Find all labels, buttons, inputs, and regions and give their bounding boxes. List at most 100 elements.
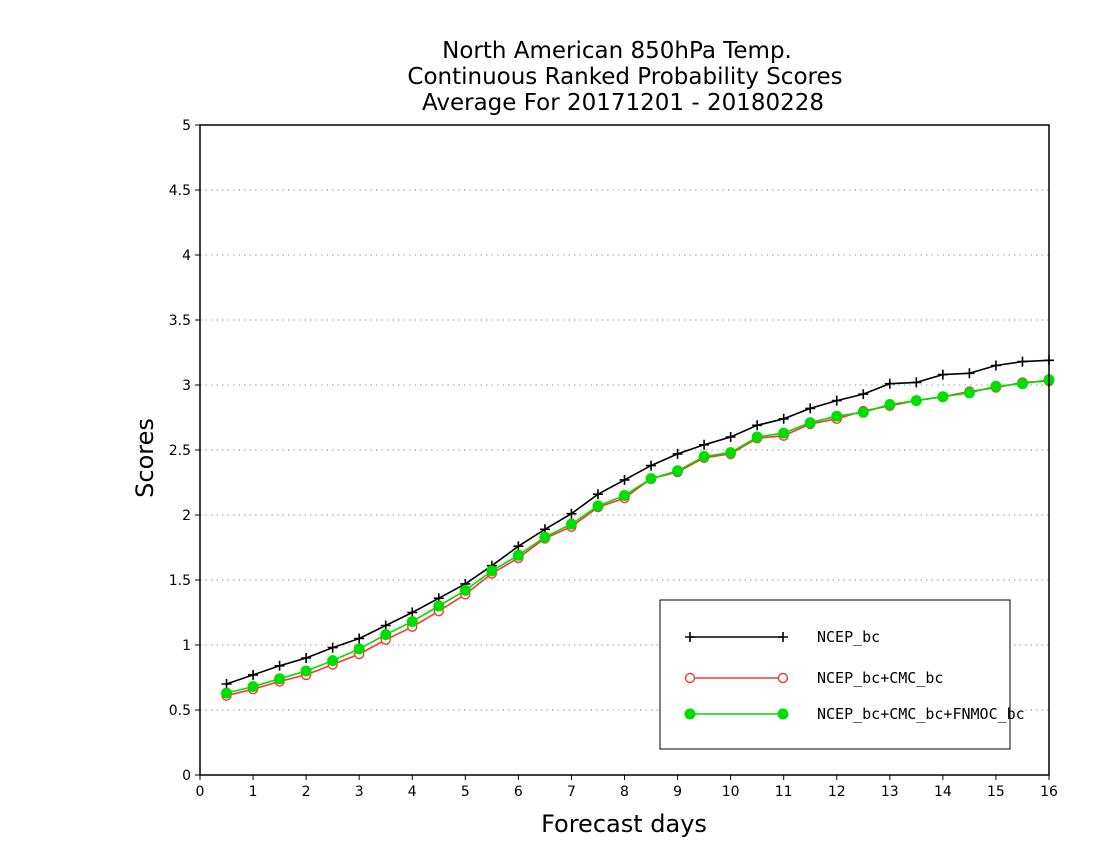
- y-tick-label-10: 5: [182, 118, 191, 134]
- y-tick-label-4: 2: [182, 508, 191, 524]
- series-2-point-26: [910, 395, 922, 407]
- series-0: [221, 355, 1054, 689]
- series-2-point-4: [327, 655, 339, 667]
- legend-marker-end-1: [777, 672, 789, 684]
- y-tick-label-8: 4: [182, 248, 191, 264]
- series-2-point-16: [645, 473, 657, 485]
- legend-label-2: NCEP_bc+CMC_bc+FNMOC_bc: [817, 705, 1025, 723]
- series-0-point-25: [884, 378, 895, 389]
- legend: NCEP_bc NCEP_bc+CMC_bc NCEP_bc+CMC_bc+FNMO…: [659, 599, 1025, 750]
- y-axis-ticks: 0 0.5 1 1.5 2 2.5 3 3.5 4 4.5 5: [169, 118, 200, 784]
- x-tick-label-15: 15: [987, 784, 1005, 800]
- series-2-point-7: [406, 616, 418, 628]
- title-line-3: Average For 20171201 - 20180228: [422, 90, 824, 116]
- x-tick-label-3: 3: [355, 784, 364, 800]
- x-tick-label-9: 9: [673, 784, 682, 800]
- y-tick-label-3: 1.5: [169, 573, 191, 589]
- series-2-point-6: [380, 629, 392, 641]
- x-tick-label-7: 7: [567, 784, 576, 800]
- legend-marker-start-0: [685, 632, 695, 642]
- title-line-2: Continuous Ranked Probability Scores: [407, 64, 842, 90]
- series-0-point-15: [619, 474, 630, 485]
- series-0-point-19: [725, 432, 736, 442]
- x-tick-label-0: 0: [196, 784, 205, 800]
- series-2-point-8: [433, 600, 445, 612]
- series-2-point-10: [486, 565, 498, 577]
- series-2-point-25: [884, 399, 896, 410]
- legend-marker-start-1: [684, 672, 696, 684]
- series-0-point-14: [592, 489, 603, 500]
- legend-marker-end-0: [778, 632, 788, 642]
- series-2-point-17: [672, 465, 684, 477]
- series-0-point-0: [221, 679, 232, 689]
- y-tick-label-6: 3: [182, 378, 191, 394]
- series-0-point-28: [964, 368, 975, 379]
- series-0-point-13: [566, 508, 577, 519]
- series-0-point-18: [699, 439, 710, 450]
- legend-marker-end-2: [777, 708, 789, 720]
- series-2-point-13: [565, 518, 577, 530]
- x-axis-ticks: 0 1 2 3 4 5 6 7 8 9 10 11 12 13 14 15 16: [196, 775, 1058, 800]
- series-2-point-23: [831, 410, 843, 422]
- series-0-point-2: [274, 660, 285, 671]
- x-tick-label-13: 13: [881, 784, 899, 800]
- legend-box: [659, 599, 1011, 750]
- series-2-point-29: [990, 380, 1002, 392]
- series-layer: [221, 355, 1055, 701]
- series-0-point-23: [831, 395, 842, 406]
- x-tick-label-8: 8: [620, 784, 629, 800]
- series-2-point-0: [221, 687, 233, 699]
- series-0-point-5: [354, 633, 365, 644]
- gridlines: [200, 189, 1049, 711]
- series-2: [221, 374, 1055, 699]
- series-0-point-7: [407, 607, 418, 618]
- series-2-point-9: [459, 584, 471, 596]
- y-tick-label-2: 1: [182, 638, 191, 654]
- y-tick-label-1: 0.5: [169, 703, 191, 719]
- y-axis-title: Scores: [131, 418, 159, 498]
- series-2-point-5: [353, 643, 365, 655]
- x-tick-label-10: 10: [722, 784, 740, 800]
- series-0-point-26: [911, 377, 922, 388]
- legend-label-0: NCEP_bc: [817, 628, 880, 646]
- series-2-point-30: [1016, 378, 1028, 390]
- x-tick-label-4: 4: [408, 784, 417, 800]
- x-tick-label-12: 12: [828, 784, 846, 800]
- series-0-point-16: [646, 460, 657, 471]
- series-0-point-3: [301, 653, 312, 663]
- series-2-point-22: [804, 417, 816, 429]
- legend-marker-start-2: [684, 708, 696, 720]
- x-tick-label-5: 5: [461, 784, 470, 800]
- y-tick-label-0: 0: [182, 768, 191, 784]
- series-2-point-19: [725, 447, 737, 459]
- series-0-point-30: [1017, 356, 1028, 367]
- series-0-point-11: [513, 541, 524, 552]
- series-2-point-24: [857, 406, 869, 418]
- x-tick-label-1: 1: [249, 784, 258, 800]
- series-0-point-29: [990, 360, 1001, 371]
- series-2-point-12: [539, 531, 551, 543]
- series-2-point-20: [751, 431, 763, 443]
- series-0-point-22: [805, 403, 816, 414]
- x-tick-label-14: 14: [934, 784, 952, 800]
- x-axis-title: Forecast days: [541, 810, 707, 838]
- x-tick-label-11: 11: [775, 784, 793, 800]
- series-0-point-6: [380, 620, 391, 631]
- series-0-point-17: [672, 448, 683, 459]
- series-0-point-24: [858, 389, 869, 400]
- series-0-point-20: [752, 420, 763, 431]
- x-tick-label-16: 16: [1040, 784, 1058, 800]
- series-0-point-21: [778, 413, 789, 424]
- y-tick-label-5: 2.5: [169, 443, 191, 459]
- series-2-point-14: [592, 500, 604, 512]
- series-0-point-4: [327, 642, 338, 653]
- series-2-point-2: [274, 673, 286, 685]
- series-2-point-15: [619, 490, 630, 501]
- series-2-point-28: [963, 387, 975, 399]
- series-2-point-1: [247, 681, 259, 693]
- series-2-point-3: [300, 665, 312, 677]
- title-line-1: North American 850hPa Temp.: [442, 38, 792, 64]
- chart-title: North American 850hPa Temp. Continuous R…: [407, 38, 842, 116]
- x-tick-label-2: 2: [302, 784, 311, 800]
